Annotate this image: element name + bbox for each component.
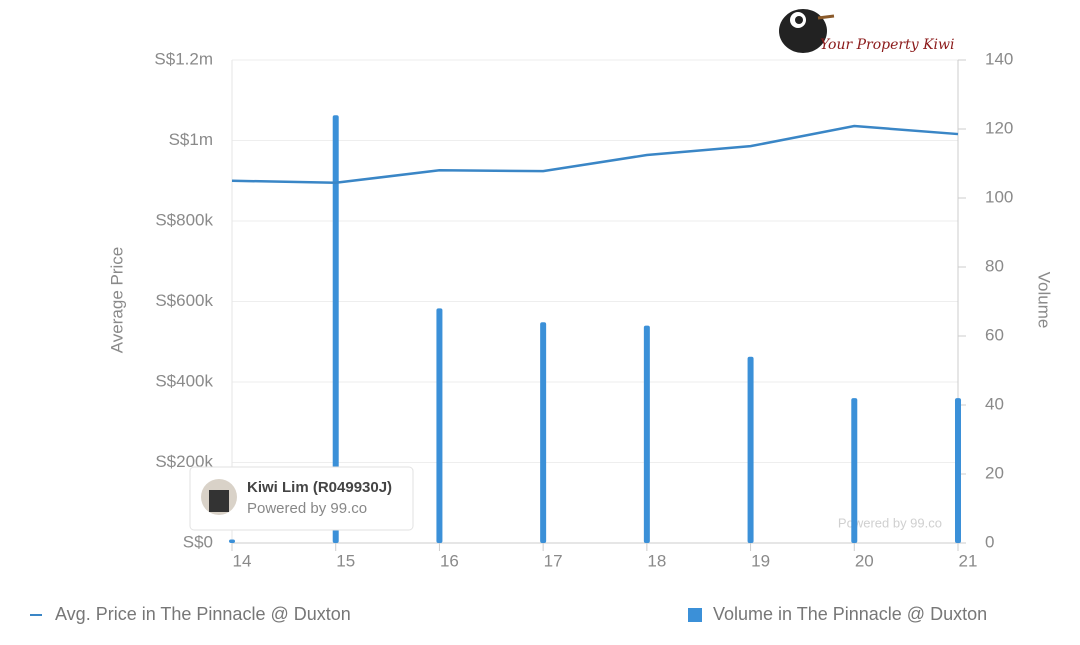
y-tick-label: S$400k [155, 371, 213, 390]
bar [540, 322, 547, 543]
badge-box [189, 466, 414, 531]
legend-swatch [688, 608, 702, 622]
y2-tick-label: 0 [985, 532, 994, 551]
x-tick-label: 21 [959, 551, 978, 570]
x-tick-label: 15 [336, 551, 355, 570]
bar [747, 356, 754, 543]
x-tick-label: 14 [233, 551, 252, 570]
legend-label: Volume in The Pinnacle @ Duxton [713, 604, 987, 624]
bar [229, 539, 235, 543]
badge-name: Kiwi Lim (R049930J) [247, 479, 392, 496]
watermark: Powered by 99.co [838, 515, 942, 530]
y2-axis-title: Volume [1035, 272, 1054, 329]
y-tick-label: S$0 [183, 532, 213, 551]
bar [643, 325, 650, 543]
price-line [231, 124, 959, 185]
y-tick-label: S$1.2m [154, 49, 213, 68]
y2-tick-label: 140 [985, 49, 1013, 68]
x-tick-label: 16 [440, 551, 459, 570]
y-tick-label: S$600k [155, 291, 213, 310]
y2-tick-label: 120 [985, 118, 1013, 137]
badge-photo-figure [209, 490, 229, 512]
bar [436, 308, 443, 543]
badge-subtitle: Powered by 99.co [247, 500, 367, 517]
plot-area: S$0 S$200k S$400k S$600k S$800k S$1m S$1.2m 0 20… [154, 49, 1013, 570]
legend-label: Avg. Price in The Pinnacle @ Duxton [55, 604, 351, 624]
bar [332, 115, 339, 543]
logo-text: Your Property Kiwi [820, 37, 954, 53]
y2-tick-label: 60 [985, 325, 1004, 344]
logo-pupil [795, 16, 803, 24]
y-tick-label: S$800k [155, 210, 213, 229]
bar [955, 398, 961, 543]
x-tick-label: 17 [544, 551, 563, 570]
x-tick-label: 19 [751, 551, 770, 570]
y2-tick-label: 80 [985, 256, 1004, 275]
logo: Your Property Kiwi [779, 9, 954, 53]
y2-tick-label: 20 [985, 463, 1004, 482]
logo-beak [817, 14, 835, 20]
y2-tick-label: 40 [985, 394, 1004, 413]
bar [851, 398, 858, 543]
y2-tick-label: 100 [985, 187, 1013, 206]
x-tick-label: 18 [647, 551, 666, 570]
y-tick-label: S$1m [169, 130, 213, 149]
y-axis-title: Average Price [107, 247, 126, 353]
badge: Kiwi Lim (R049930J) Powered by 99.co [189, 466, 414, 531]
y-tick-label: S$200k [155, 452, 213, 471]
x-tick-label: 20 [855, 551, 874, 570]
